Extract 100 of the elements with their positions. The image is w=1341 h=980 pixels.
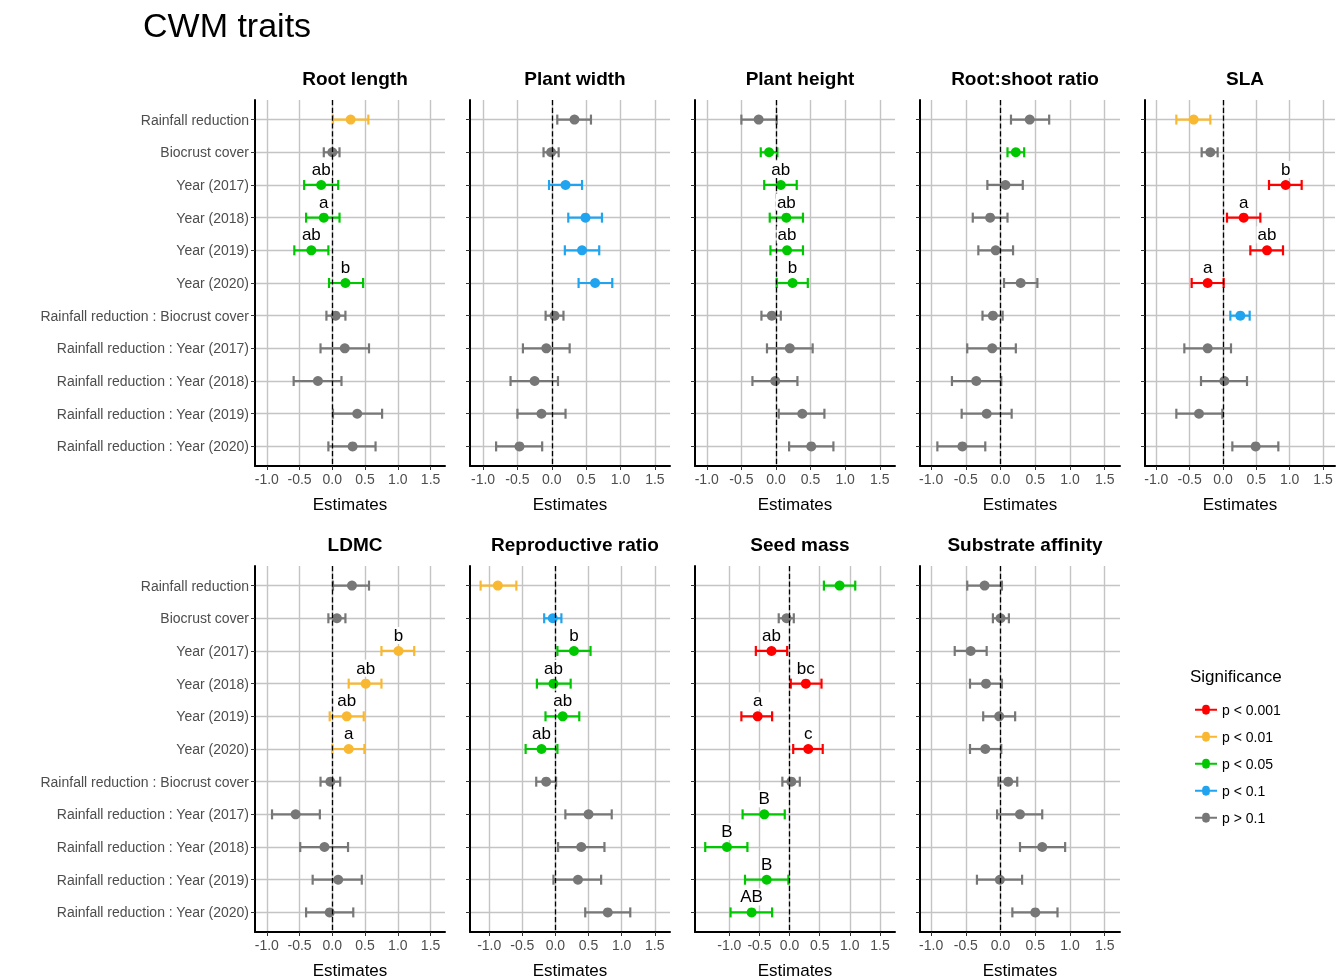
annotation: B — [761, 854, 773, 874]
x-tick-label: 1.0 — [611, 937, 632, 953]
point — [1205, 147, 1216, 158]
annotation: ab — [777, 225, 797, 245]
annotation: b — [787, 258, 798, 277]
point — [393, 645, 404, 656]
y-tick-label: Year (2019) — [176, 708, 249, 725]
annotation: ab — [543, 658, 563, 678]
x-tick-label: 1.0 — [610, 471, 631, 487]
point — [1219, 376, 1230, 387]
legend-label: p < 0.1 — [1222, 782, 1266, 799]
legend-label: p < 0.05 — [1222, 755, 1274, 772]
point — [318, 212, 329, 223]
y-tick-label: Year (2017) — [176, 642, 249, 659]
legend-label: p > 0.1 — [1222, 809, 1266, 826]
annotation: a — [752, 691, 763, 711]
point — [1188, 114, 1199, 125]
point — [987, 310, 998, 321]
point — [325, 776, 336, 787]
x-tick-label: 1.0 — [840, 937, 860, 953]
point — [784, 343, 795, 354]
y-tick-label: Year (2018) — [176, 675, 249, 692]
point — [492, 580, 503, 591]
point — [290, 809, 301, 820]
x-tick-label: 0.5 — [355, 471, 376, 487]
chart-title: Plant width — [524, 68, 626, 89]
point — [764, 147, 775, 158]
x-tick-label: 0.5 — [355, 937, 376, 953]
x-tick-label: 1.0 — [388, 471, 408, 487]
point — [580, 212, 591, 223]
annotation: ab — [1257, 225, 1277, 245]
legend-label: p < 0.01 — [1222, 728, 1274, 745]
point — [994, 874, 1005, 885]
point — [1024, 114, 1035, 125]
x-tick-label: -0.5 — [510, 937, 535, 953]
x-tick-label: 1.0 — [388, 937, 408, 953]
chart-title: Reproductive ratio — [491, 534, 659, 555]
x-tick-label: 0.5 — [1025, 937, 1046, 953]
point — [343, 744, 354, 754]
point — [1037, 842, 1048, 853]
point — [1015, 809, 1025, 820]
x-tick-label: 0.5 — [576, 471, 597, 487]
point — [834, 580, 845, 591]
x-axis-title: Estimates — [982, 495, 1058, 514]
annotation: ab — [762, 625, 781, 645]
x-axis-title: Estimates — [312, 495, 388, 514]
x-tick-label: -1.0 — [477, 937, 502, 953]
point — [775, 179, 786, 190]
annotation: ab — [301, 225, 321, 245]
annotation: ab — [356, 658, 376, 678]
point — [514, 441, 525, 452]
point — [602, 907, 613, 918]
x-tick-label: -1.0 — [471, 471, 496, 487]
chart-title: Seed mass — [750, 534, 850, 555]
point — [761, 874, 772, 885]
x-tick-label: -1.0 — [694, 471, 720, 487]
chart-title: LDMC — [327, 534, 383, 555]
x-tick-label: 1.0 — [1060, 937, 1080, 953]
y-tick-label: Biocrust cover — [160, 610, 250, 627]
annotation: c — [804, 724, 813, 743]
annotation: b — [393, 625, 404, 645]
x-tick-label: -1.0 — [919, 471, 944, 487]
y-tick-label: Rainfall reduction — [140, 111, 249, 128]
point — [577, 245, 588, 256]
point — [568, 645, 579, 656]
point — [546, 147, 557, 158]
point — [781, 613, 792, 624]
point — [576, 842, 587, 853]
x-tick-label: 0.5 — [578, 937, 599, 953]
x-tick-label: 0.0 — [779, 937, 800, 953]
point — [319, 842, 330, 853]
point — [346, 580, 357, 591]
legend-title: Significance — [1190, 666, 1282, 686]
annotation: a — [1238, 192, 1249, 212]
x-tick-label: -0.5 — [287, 471, 312, 487]
x-tick-label: -0.5 — [1177, 471, 1202, 487]
point — [721, 842, 732, 853]
annotation: B — [721, 822, 733, 842]
x-axis-title: Estimates — [757, 961, 833, 980]
x-tick-label: -0.5 — [953, 937, 979, 953]
legend-label: p < 0.001 — [1222, 701, 1281, 718]
annotation: ab — [532, 724, 551, 743]
y-tick-label: Year (2018) — [176, 209, 249, 226]
y-tick-label: Rainfall reduction : Year (2020) — [56, 438, 249, 455]
x-axis-title: Estimates — [982, 961, 1058, 980]
x-tick-label: 1.0 — [835, 471, 856, 487]
point — [1030, 907, 1041, 918]
point — [331, 613, 342, 624]
point — [590, 278, 601, 288]
y-tick-label: Rainfall reduction : Year (2017) — [56, 340, 249, 357]
x-axis-title: Estimates — [312, 961, 388, 980]
annotation: b — [340, 258, 351, 277]
x-tick-label: 0.0 — [322, 937, 343, 953]
annotation: bc — [796, 658, 816, 678]
y-tick-label: Rainfall reduction : Year (2019) — [56, 871, 249, 888]
point — [549, 310, 560, 321]
x-tick-label: -1.0 — [254, 471, 280, 487]
point — [746, 907, 757, 918]
point — [766, 645, 777, 656]
x-tick-label: 0.0 — [1213, 471, 1233, 487]
